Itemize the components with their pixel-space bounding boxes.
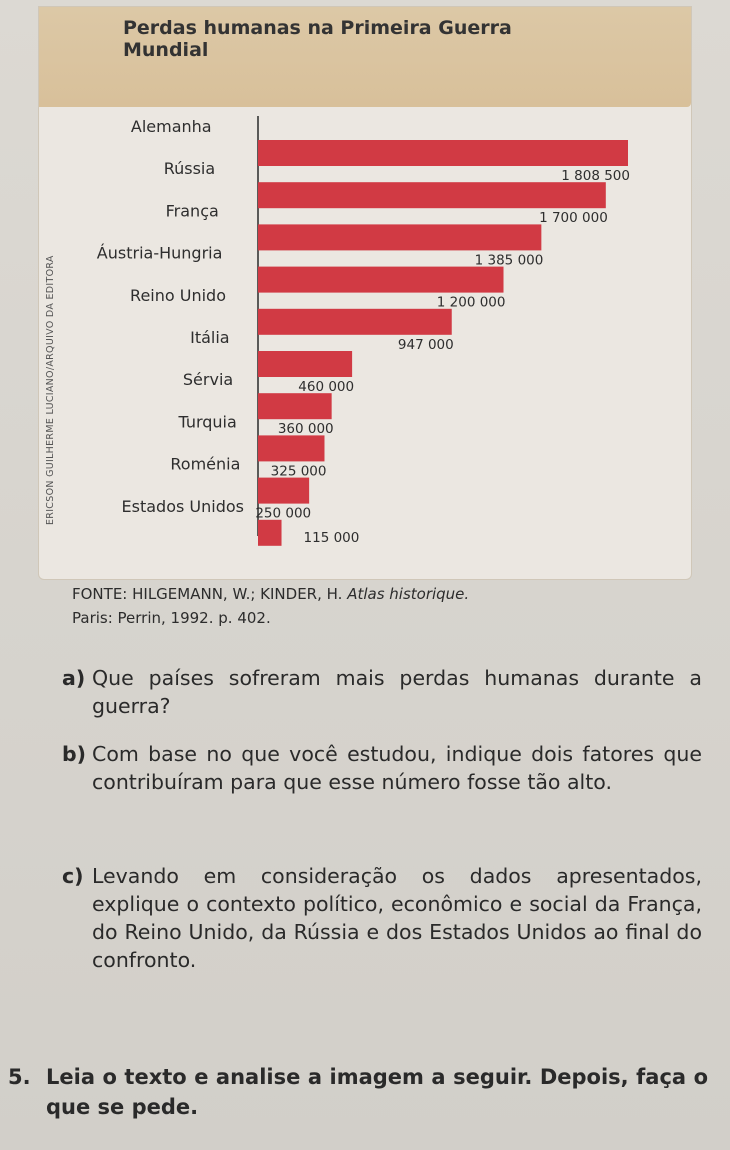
bar-5 [258, 351, 353, 377]
bar-2 [258, 224, 542, 251]
chart-panel: Perdas humanas na Primeira Guerra Mundia… [38, 6, 692, 580]
category-label-1: Rússia [164, 159, 215, 178]
bar-7 [258, 435, 325, 462]
question-b-text: Com base no que você estudou, indique do… [92, 742, 702, 794]
question-b: b) Com base no que você estudou, indique… [62, 740, 702, 796]
question-a: a) Que países sofreram mais perdas human… [62, 664, 702, 720]
category-label-2: França [166, 201, 219, 220]
category-label-3: Áustria-Hungria [97, 244, 223, 263]
bar-chart: Alemanha 1 808 500 Rússia 1 700 000 França 1 … [97, 116, 630, 546]
question-a-letter: a) [62, 666, 86, 690]
category-label-8: Roménia [170, 455, 240, 474]
exercise-text: Leia o texto e analise a imagem a seguir… [46, 1065, 708, 1119]
question-b-letter: b) [62, 742, 87, 766]
question-c-text: Levando em consideração os dados apresen… [92, 864, 702, 972]
category-label-9: Estados Unidos [122, 497, 244, 516]
source-work: Atlas historique. [347, 585, 470, 603]
bar-6 [258, 393, 332, 420]
value-label-4: 947 000 [398, 337, 454, 353]
exercise-5: 5. Leia o texto e analise a imagem a seg… [8, 1062, 708, 1122]
value-label-8: 250 000 [255, 506, 311, 522]
value-label-0: 1 808 500 [561, 168, 630, 184]
bar-9 [258, 519, 282, 546]
exercise-number: 5. [8, 1065, 31, 1089]
question-c: c) Levando em consideração os dados apre… [62, 862, 702, 974]
chart-title: Perdas humanas na Primeira Guerra Mundia… [123, 17, 512, 61]
value-label-7: 325 000 [271, 463, 327, 479]
bar-8 [258, 477, 310, 504]
category-label-0: Alemanha [131, 117, 212, 136]
bar-4 [258, 308, 452, 335]
value-label-6: 360 000 [278, 421, 334, 437]
value-label-3: 1 200 000 [437, 295, 506, 311]
value-label-1: 1 700 000 [539, 210, 608, 226]
value-label-5: 460 000 [298, 379, 354, 395]
category-label-4: Reino Unido [130, 286, 226, 305]
bar-0 [258, 140, 628, 166]
source-rest: Paris: Perrin, 1992. p. 402. [72, 609, 271, 627]
category-label-5: Itália [190, 328, 230, 347]
value-label-9: 115 000 [304, 530, 360, 546]
category-label-7: Turquia [177, 412, 236, 431]
question-a-text: Que países sofreram mais perdas humanas … [92, 666, 702, 718]
bar-3 [258, 266, 504, 293]
bar-1 [258, 182, 606, 209]
question-c-letter: c) [62, 864, 84, 888]
chart-source: FONTE: HILGEMANN, W.; KINDER, H. Atlas h… [72, 582, 692, 630]
source-prefix: FONTE: HILGEMANN, W.; KINDER, H. [72, 585, 348, 603]
value-label-2: 1 385 000 [475, 252, 544, 268]
chart-title-band [39, 7, 691, 107]
category-label-6: Sérvia [183, 370, 233, 389]
